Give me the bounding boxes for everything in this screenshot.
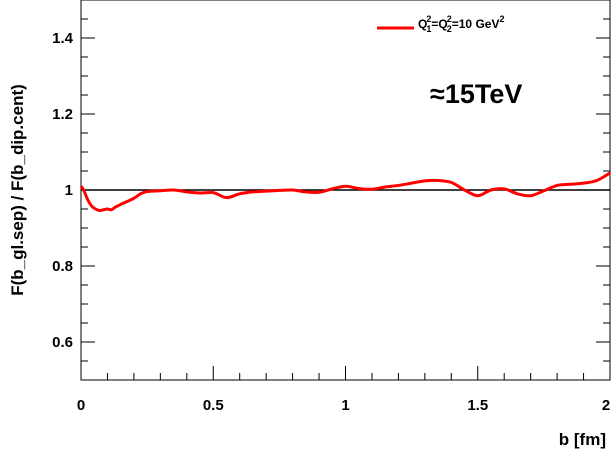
x-tick-label: 0.5 [203, 397, 224, 414]
x-tick-label: 1 [341, 397, 349, 414]
legend-label-tail: =10 GeV [452, 17, 500, 31]
energy-annotation: ≈15TeV [430, 79, 522, 109]
y-tick-label: 0.8 [52, 258, 73, 275]
x-tick-label: 1.5 [467, 397, 488, 414]
x-tick-label: 2 [602, 397, 610, 414]
legend-label-eq1: =Q [431, 17, 447, 31]
y-tick-label: 0.6 [52, 334, 73, 351]
y-tick-label: 1.4 [52, 30, 74, 47]
legend-label-sup3: 2 [499, 14, 504, 24]
y-tick-label: 1.2 [52, 106, 73, 123]
x-axis-label: b [fm] [559, 430, 606, 449]
y-tick-label: 1 [65, 182, 73, 199]
x-tick-label: 0 [77, 397, 85, 414]
y-axis-label: F(b_gl.sep) / F(b_dip.cent) [8, 84, 27, 296]
